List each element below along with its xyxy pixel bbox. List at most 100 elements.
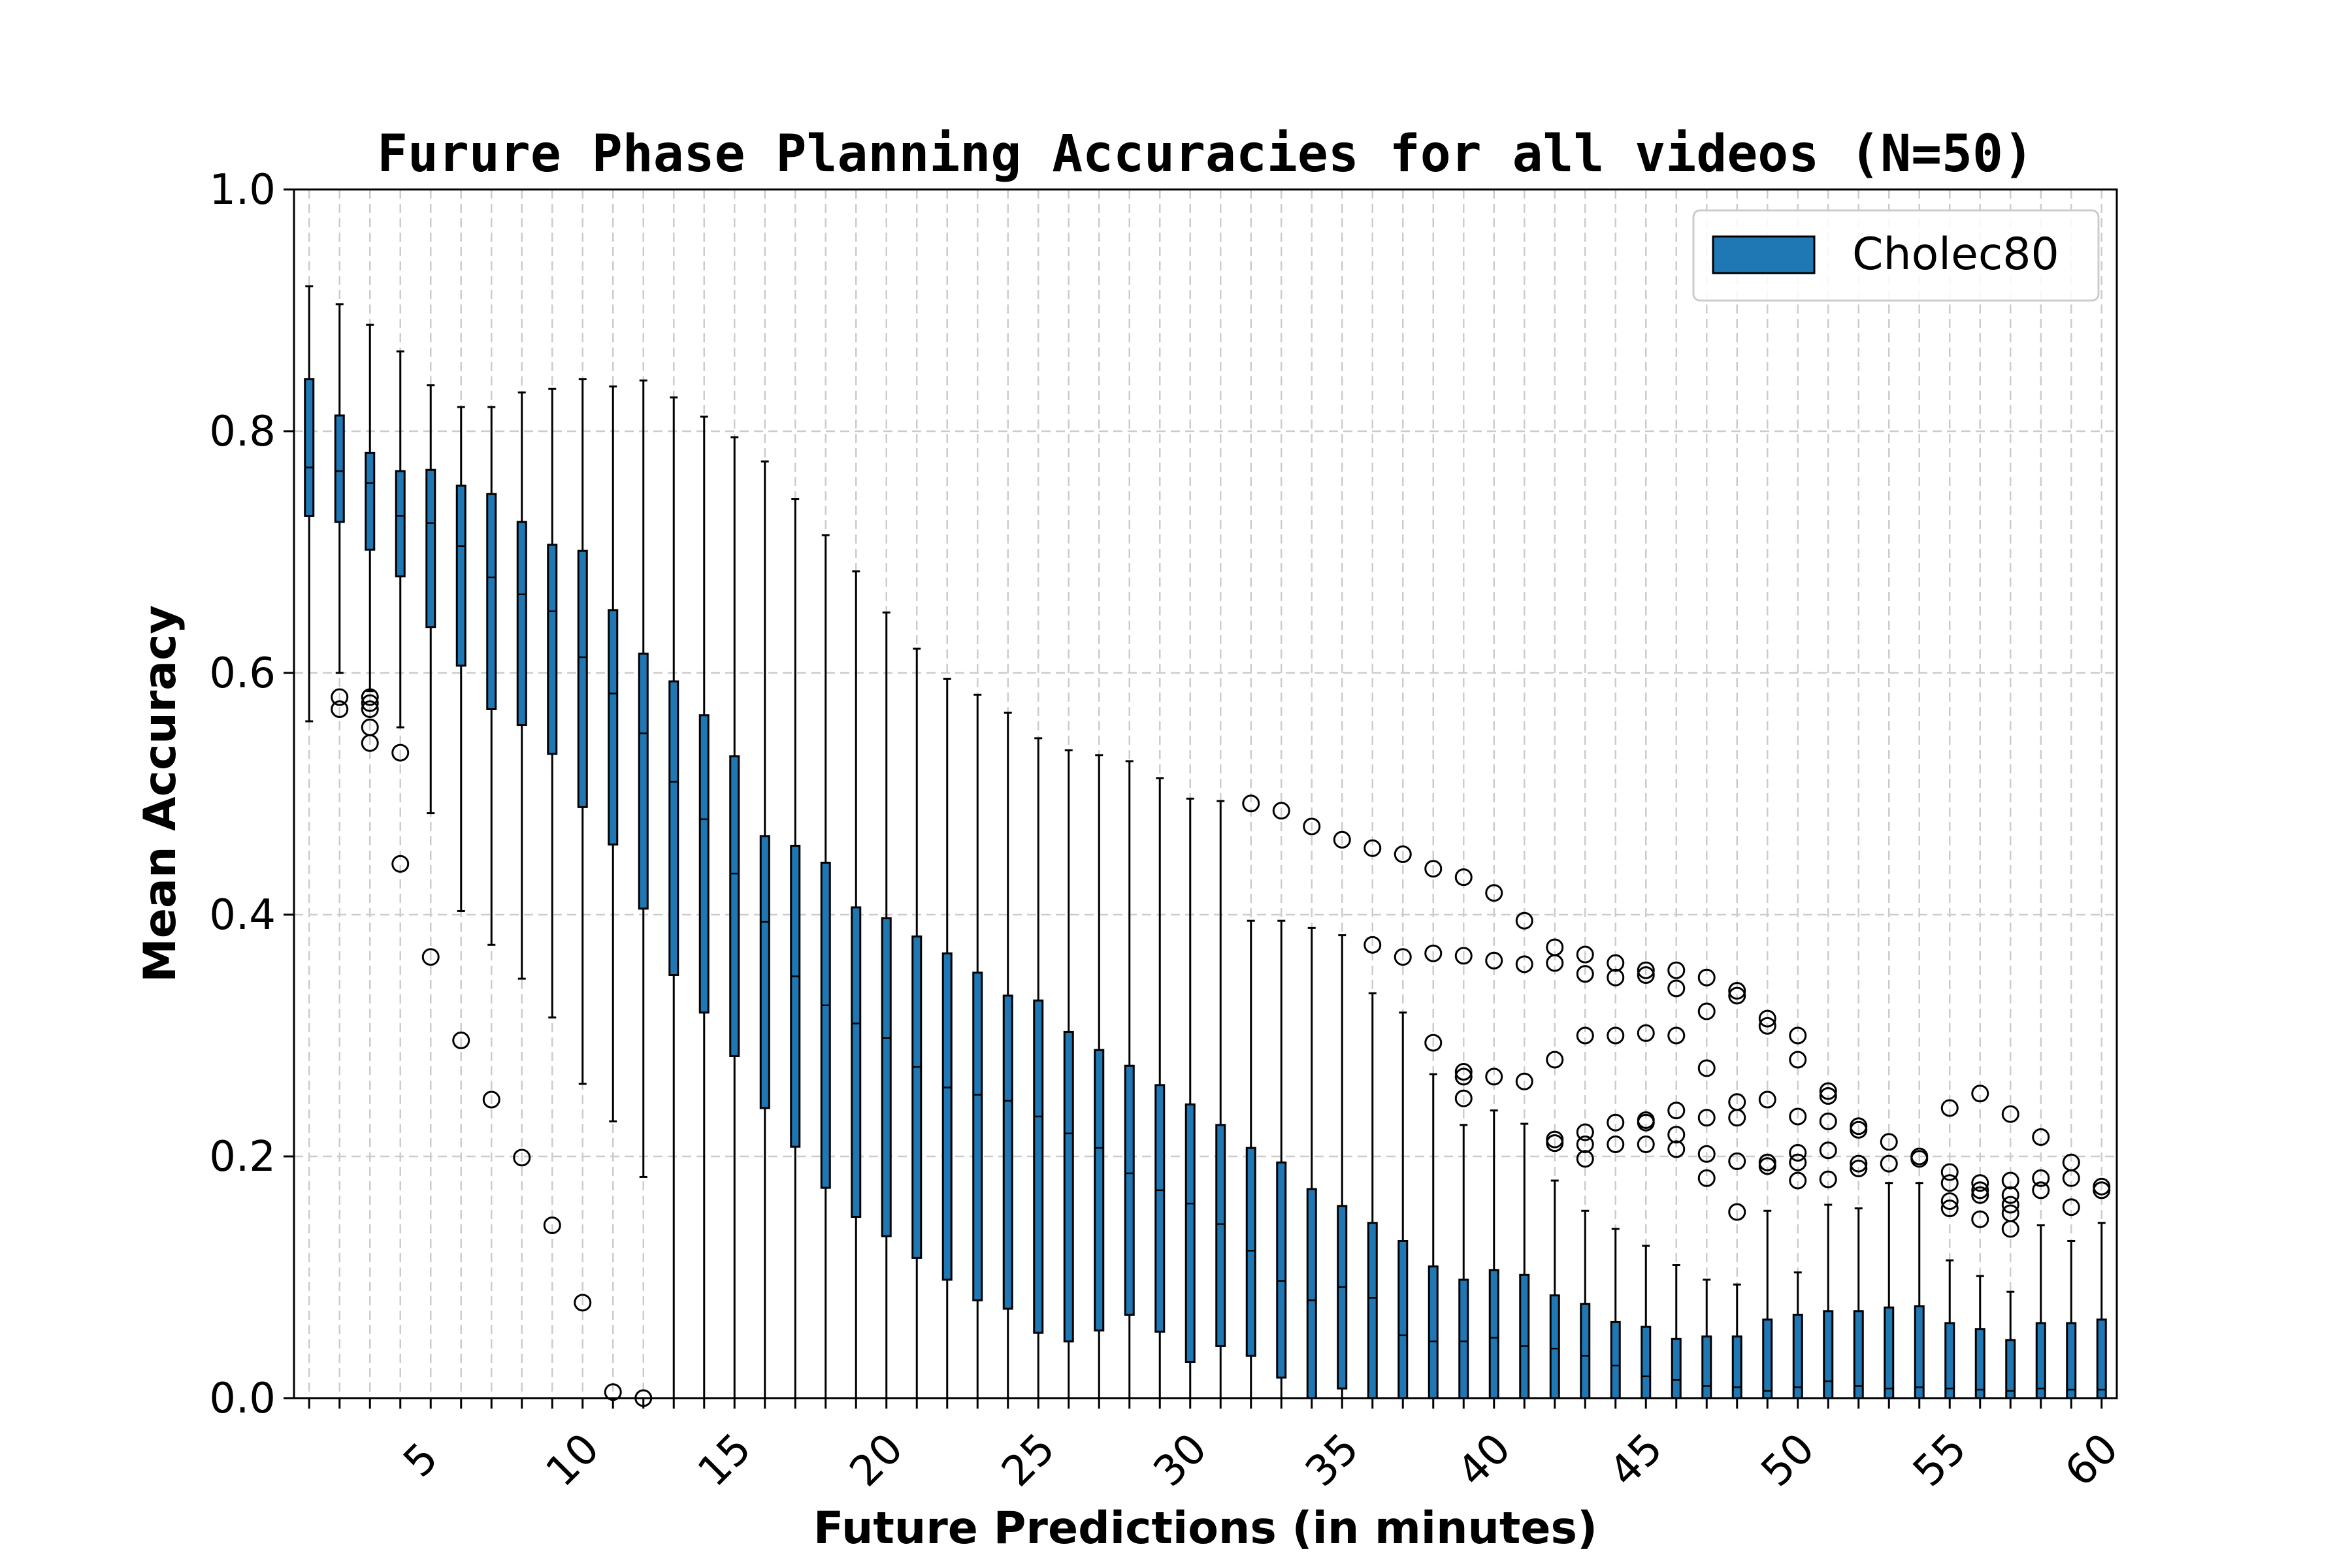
boxes: [304, 285, 2107, 1399]
outlier-point: [2001, 1105, 2019, 1123]
outlier-point: [2001, 1220, 2019, 1238]
box-iqr: [395, 470, 406, 578]
box-minute-5: [425, 384, 436, 815]
outlier-point: [1819, 1082, 1837, 1100]
outlier-point: [1364, 936, 1382, 954]
outlier-point: [1789, 1026, 1807, 1045]
outlier-point: [2001, 1186, 2019, 1204]
outlier-point: [1637, 961, 1655, 979]
outlier-point: [1910, 1150, 1929, 1168]
outlier-point: [1850, 1154, 1868, 1173]
outlier-point: [1637, 966, 1655, 984]
outlier-point: [1667, 1102, 1686, 1120]
outlier-point: [391, 855, 410, 873]
box-iqr: [1580, 1303, 1591, 1399]
outlier-point: [1758, 1157, 1776, 1175]
outlier-point: [2032, 1128, 2050, 1146]
box-iqr: [1549, 1294, 1560, 1399]
box-iqr: [759, 835, 770, 1109]
box-minute-26: [1063, 749, 1074, 1399]
legend-label-cholec80: Cholec80: [1852, 229, 2059, 280]
outlier-point: [1303, 817, 1321, 836]
box-minute-3: [365, 323, 376, 693]
outlier-point: [2032, 1181, 2050, 1200]
y-tick-label: 0.0: [209, 1375, 276, 1423]
box-minute-50: [1792, 1271, 1803, 1399]
outlier-points: [331, 688, 2111, 1407]
outlier-point: [1971, 1174, 1989, 1192]
outlier-point: [361, 734, 379, 752]
box-iqr: [881, 917, 892, 1237]
outlier-point: [1394, 948, 1412, 966]
outlier-point: [1819, 1112, 1837, 1130]
box-iqr: [334, 414, 345, 523]
outlier-point: [1485, 1068, 1503, 1086]
outlier-point: [2001, 1171, 2019, 1190]
legend-frame: [1692, 209, 2100, 302]
y-tick-label: 0.8: [209, 408, 276, 456]
outlier-point: [1424, 944, 1443, 962]
outlier-point: [1454, 1089, 1473, 1107]
outlier-point: [1637, 1024, 1655, 1042]
outlier-point: [1546, 1134, 1564, 1152]
outlier-point: [1880, 1154, 1898, 1173]
box-iqr: [1944, 1322, 1955, 1399]
box-minute-58: [2035, 1224, 2046, 1399]
outlier-point: [1515, 1072, 1533, 1090]
box-minute-28: [1124, 760, 1135, 1399]
outlier-point: [1697, 1002, 1716, 1021]
box-iqr: [1610, 1320, 1621, 1399]
box-iqr: [698, 714, 710, 1014]
y-axis-label: Mean Accuracy: [135, 605, 186, 982]
outlier-point: [361, 700, 379, 718]
outlier-point: [1940, 1099, 1959, 1117]
y-tick-label: 1.0: [209, 166, 276, 214]
outlier-point: [2062, 1169, 2080, 1187]
legend: Cholec80: [1692, 209, 2100, 302]
outlier-point: [1789, 1107, 1807, 1126]
outlier-point: [1789, 1171, 1807, 1190]
outlier-point: [2093, 1181, 2111, 1200]
outlier-point: [1424, 860, 1443, 878]
chart-title: Furure Phase Planning Accuracies for all…: [377, 125, 2034, 184]
box-iqr: [1306, 1188, 1317, 1399]
outlier-point: [1485, 884, 1503, 902]
box-iqr: [608, 609, 619, 846]
box-minute-20: [881, 612, 892, 1399]
box-minute-35: [1337, 934, 1348, 1399]
outlier-point: [1242, 794, 1260, 813]
box-iqr: [1853, 1310, 1864, 1399]
box-iqr: [2096, 1318, 2107, 1399]
box-iqr: [1276, 1161, 1287, 1379]
outlier-point: [1697, 1169, 1716, 1187]
box-minute-12: [638, 379, 649, 1178]
outlier-point: [1850, 1120, 1868, 1139]
box-minute-29: [1154, 777, 1166, 1399]
outlier-point: [1637, 1135, 1655, 1153]
outlier-point: [1971, 1186, 1989, 1204]
outlier-point: [1819, 1087, 1837, 1105]
outlier-point: [1576, 965, 1594, 983]
outlier-point: [1576, 1135, 1594, 1153]
outlier-point: [1758, 1009, 1776, 1028]
box-minute-60: [2096, 1222, 2107, 1399]
outlier-point: [574, 1294, 592, 1312]
box-minute-14: [698, 416, 710, 1399]
outlier-point: [452, 1031, 470, 1049]
outlier-point: [1454, 947, 1473, 965]
box-minute-36: [1367, 992, 1378, 1399]
outlier-point: [1546, 954, 1564, 972]
box-minute-48: [1731, 1283, 1742, 1399]
outlier-point: [1971, 1210, 1989, 1228]
outlier-point: [1454, 868, 1473, 887]
outlier-point: [1667, 1026, 1686, 1045]
y-axis-ticks: 0.0 0.2 0.4 0.6 0.8 1.0: [209, 166, 294, 1423]
box-iqr: [547, 544, 558, 755]
outlier-point: [331, 688, 349, 706]
outlier-point: [1576, 1026, 1594, 1045]
y-tick-label: 0.4: [209, 891, 276, 939]
box-iqr: [1245, 1147, 1256, 1357]
outlier-point: [361, 694, 379, 712]
box-minute-18: [820, 534, 831, 1399]
box-iqr: [1762, 1318, 1773, 1399]
